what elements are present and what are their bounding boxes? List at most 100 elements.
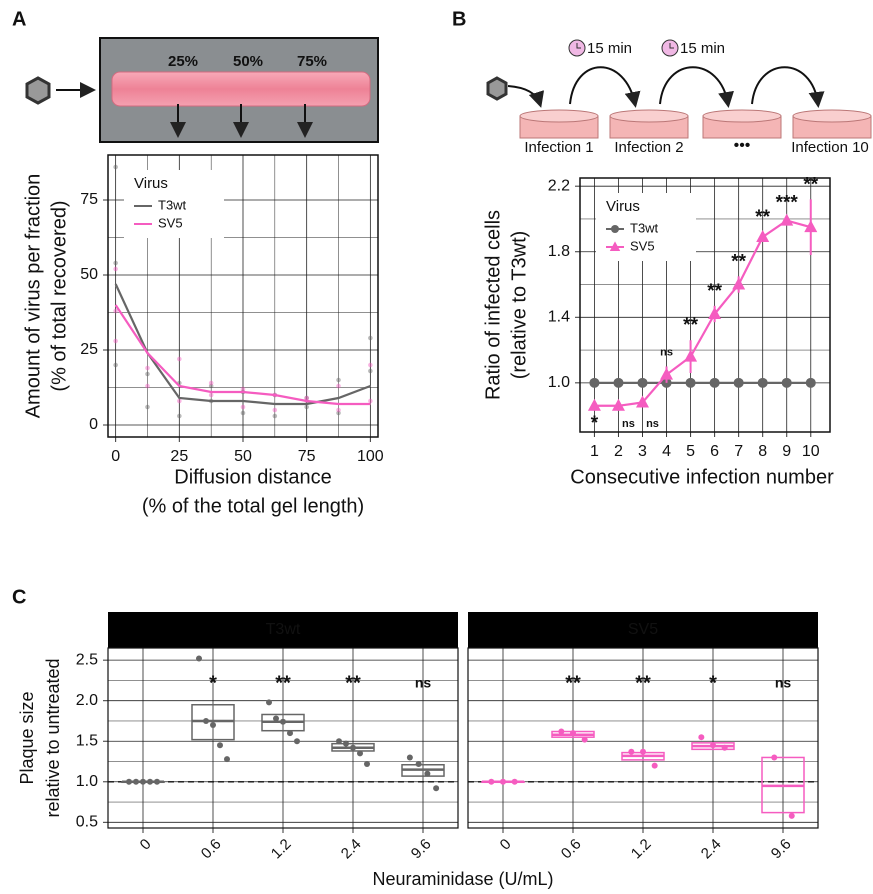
- x-tick-label: 0: [137, 836, 155, 854]
- x-tick-label: 8: [758, 443, 767, 460]
- data-point: [272, 407, 278, 413]
- gel-label: 50%: [233, 53, 263, 70]
- data-point: [113, 362, 118, 368]
- data-point: [698, 734, 705, 741]
- x-axis-title: Neuraminidase (U/mL): [372, 869, 553, 889]
- data-point: [208, 392, 214, 398]
- panel-label: B: [452, 8, 466, 30]
- data-point: [113, 260, 118, 266]
- data-point: [368, 362, 373, 368]
- series-line: [594, 219, 812, 407]
- x-tick-label: 0.6: [198, 836, 225, 863]
- facet-label: SV5: [628, 621, 658, 638]
- data-point: [628, 748, 635, 755]
- data-point: [336, 410, 341, 416]
- marker: [613, 377, 624, 388]
- data-point: [511, 778, 518, 785]
- data-point: [336, 738, 342, 745]
- data-point: [273, 715, 279, 722]
- data-point: [145, 371, 150, 377]
- x-tick-label: 0: [111, 448, 120, 465]
- y-tick-label: 25: [80, 341, 98, 358]
- marker: [609, 241, 621, 251]
- significance-label: **: [565, 672, 581, 694]
- data-point: [145, 365, 150, 371]
- x-axis-title: Consecutive infection number: [570, 466, 834, 488]
- data-point: [147, 778, 153, 785]
- plot-frame: [107, 647, 459, 829]
- data-point: [224, 756, 230, 763]
- x-tick-label: 0: [497, 836, 515, 854]
- x-tick-label: 1.2: [268, 836, 295, 863]
- x-tick-label: 6: [710, 443, 719, 460]
- marker: [757, 377, 768, 388]
- data-point: [145, 383, 150, 389]
- data-point: [113, 164, 118, 170]
- data-point: [113, 338, 118, 344]
- data-point: [368, 335, 373, 341]
- data-point: [304, 395, 309, 401]
- marker: [684, 349, 698, 362]
- marker: [637, 377, 648, 388]
- data-point: [488, 778, 495, 785]
- data-point: [570, 730, 576, 737]
- y-tick-label: 1.0: [76, 773, 98, 790]
- data-point: [368, 398, 373, 404]
- marker: [780, 213, 794, 226]
- data-point: [272, 413, 278, 419]
- legend-label: T3wt: [630, 220, 659, 235]
- x-axis-title: Diffusion distance: [174, 466, 332, 488]
- data-point: [343, 740, 349, 747]
- step-label: Infection 2: [614, 139, 683, 156]
- y-axis-title: relative to untreated: [43, 658, 63, 817]
- step-label: Infection 1: [524, 139, 593, 156]
- data-point: [368, 368, 373, 374]
- panel-label: A: [12, 8, 26, 30]
- significance-label: **: [803, 174, 818, 195]
- data-point: [424, 770, 431, 777]
- data-point: [196, 655, 202, 662]
- infection-diagram: 15 min 15 min Infection 1 Infection 2 ••…: [486, 39, 872, 156]
- x-tick-label: 50: [234, 448, 252, 465]
- y-axis-title: Plaque size: [17, 691, 37, 784]
- data-point: [140, 778, 146, 785]
- legend-title: Virus: [606, 198, 640, 215]
- y-axis-title: Ratio of infected cells: [482, 210, 504, 400]
- marker: [781, 377, 792, 388]
- data-point: [406, 754, 413, 761]
- data-point: [294, 738, 300, 745]
- marker: [708, 307, 722, 320]
- legend-box: [124, 170, 224, 238]
- x-tick-label: 9: [782, 443, 791, 460]
- data-point: [721, 744, 728, 751]
- data-point: [177, 356, 182, 362]
- marker: [611, 225, 619, 233]
- x-tick-label: 5: [686, 443, 695, 460]
- y-tick-label: 1.8: [548, 243, 570, 260]
- data-point: [208, 383, 214, 389]
- x-tick-label: 4: [662, 443, 671, 460]
- y-tick-label: 0: [89, 416, 98, 433]
- facet-strip: [108, 612, 458, 648]
- marker: [804, 220, 818, 233]
- x-tick-label: 2.4: [338, 836, 365, 863]
- data-point: [177, 398, 182, 404]
- data-point: [240, 410, 246, 416]
- data-point: [357, 750, 363, 757]
- x-tick-label: 100: [357, 448, 384, 465]
- significance-label: ns: [415, 675, 432, 691]
- marker: [733, 377, 744, 388]
- x-tick-label: 0.6: [558, 836, 585, 863]
- timer-label: 15 min: [680, 40, 725, 57]
- significance-label: **: [345, 672, 361, 694]
- legend-label: SV5: [630, 238, 655, 253]
- data-point: [640, 748, 646, 755]
- x-tick-label: 25: [170, 448, 188, 465]
- data-point: [500, 778, 506, 785]
- significance-label: **: [755, 207, 770, 228]
- x-tick-label: 2.4: [698, 836, 725, 863]
- significance-label: **: [275, 672, 291, 694]
- step-label: Infection 10: [791, 139, 869, 156]
- x-tick-label: 2: [614, 443, 623, 460]
